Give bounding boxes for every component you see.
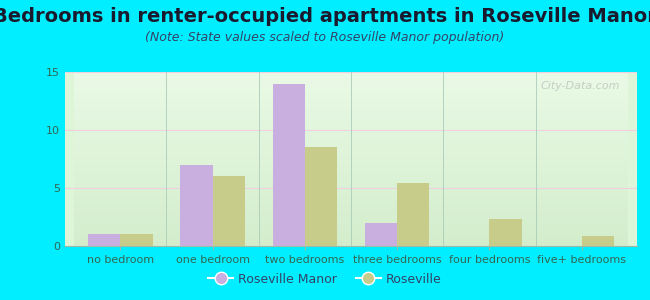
Bar bbox=[180, 165, 213, 246]
Bar bbox=[88, 234, 120, 246]
Bar bbox=[272, 84, 305, 246]
Bar bbox=[305, 147, 337, 246]
Legend: Roseville Manor, Roseville: Roseville Manor, Roseville bbox=[203, 268, 447, 291]
Bar bbox=[213, 176, 245, 246]
Text: Bedrooms in renter-occupied apartments in Roseville Manor: Bedrooms in renter-occupied apartments i… bbox=[0, 8, 650, 26]
Text: City-Data.com: City-Data.com bbox=[540, 81, 620, 91]
Bar bbox=[582, 236, 614, 246]
Bar bbox=[397, 183, 430, 246]
Bar bbox=[365, 223, 397, 246]
Bar bbox=[120, 234, 153, 246]
Bar bbox=[489, 219, 522, 246]
Text: (Note: State values scaled to Roseville Manor population): (Note: State values scaled to Roseville … bbox=[146, 32, 504, 44]
